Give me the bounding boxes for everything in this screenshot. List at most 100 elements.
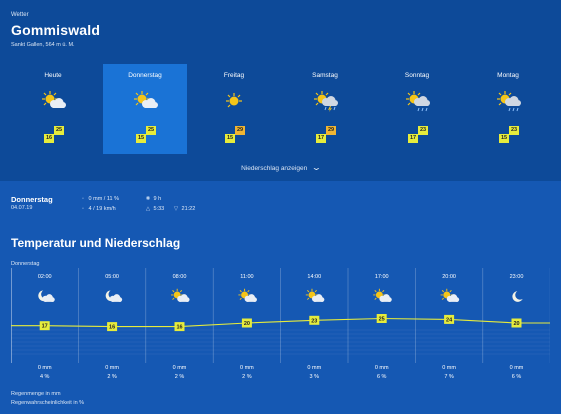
day-max-temp: 23 — [418, 126, 428, 135]
precip-probability-label: 4 % — [40, 374, 50, 380]
temperature-value-label: 25 — [379, 317, 385, 323]
partly-cloudy-icon — [171, 288, 190, 302]
day-name: Montag — [497, 72, 519, 79]
detail-sunrise: △ 5:33 — [144, 206, 164, 212]
detail-wind: ◦ 4 / 19 km/h — [79, 206, 116, 212]
temperature-value-label: 17 — [42, 324, 48, 330]
temperature-value-label: 24 — [446, 317, 453, 323]
time-label: 02:00 — [38, 274, 52, 280]
day-min-temp: 15 — [225, 134, 235, 143]
partly-cloudy-icon — [134, 91, 158, 108]
precip-amount-label: 0 mm — [38, 365, 52, 371]
day-card-freitag[interactable]: Freitag 15 29 — [192, 64, 276, 154]
section-title: Temperatur und Niederschlag — [11, 236, 181, 250]
day-min-temp: 16 — [44, 134, 54, 143]
chevron-down-icon: ⌄ — [311, 163, 322, 172]
temperature-value-label: 16 — [176, 325, 182, 331]
day-weather-icon-wrap — [403, 90, 431, 112]
temperature-point-box — [107, 322, 118, 332]
day-name: Heute — [44, 72, 62, 79]
precip-probability-label: 2 % — [107, 374, 117, 380]
detail-sun-hours: ✺ 9 h — [144, 196, 162, 202]
day-max-temp: 23 — [509, 126, 519, 135]
day-min-temp: 15 — [136, 134, 146, 143]
day-max-temp: 25 — [54, 126, 64, 135]
cloud-rain-icon — [497, 91, 521, 112]
detail-sun-hours-value: 9 h — [153, 196, 162, 202]
temperature-point-box — [309, 315, 320, 325]
precip-probability-label: 6 % — [377, 374, 387, 380]
day-name: Samstag — [312, 72, 338, 79]
temperature-value-label: 23 — [311, 318, 317, 324]
moon-icon — [512, 291, 523, 302]
detail-sunset: ▽ 21:22 — [172, 206, 195, 212]
moon-cloud-icon — [105, 290, 123, 302]
location-subtitle: Sankt Gallen, 564 m ü. M. — [11, 42, 75, 48]
precip-amount-label: 0 mm — [375, 365, 389, 371]
time-label: 11:00 — [240, 274, 253, 280]
detail-sunrise-value: 5:33 — [153, 206, 165, 212]
brand-label: Wetter — [11, 12, 29, 18]
temperature-value-label: 20 — [513, 321, 519, 327]
temperature-chart-svg: 02:00 17 0 mm 4 % 05:00 16 0 mm 2 % 08:00 16 0 mm 2… — [11, 268, 550, 380]
day-card-samstag[interactable]: Samstag 17 29 — [283, 64, 367, 154]
day-max-temp: 29 — [326, 126, 336, 135]
temperature-point-box — [376, 314, 387, 323]
sunny-icon — [226, 93, 242, 108]
precipitation-toggle-button[interactable]: Niederschlag anzeigen ⌄ — [0, 163, 561, 172]
precip-amount-label: 0 mm — [307, 365, 321, 371]
temperature-chart: 02:00 17 0 mm 4 % 05:00 16 0 mm 2 % 08:00 16 0 mm 2… — [11, 268, 550, 386]
detail-wind-value: 4 / 19 km/h — [88, 206, 116, 212]
precip-probability-label: 2 % — [175, 374, 185, 380]
sunset-icon: ▽ — [173, 206, 179, 212]
moon-cloud-icon — [38, 290, 55, 302]
day-max-temp: 25 — [146, 126, 156, 135]
day-weather-icon-wrap — [311, 90, 339, 112]
detail-precip: ◦ 0 mm / 11 % — [79, 196, 119, 202]
day-name: Donnerstag — [128, 72, 162, 79]
precipitation-toggle-label: Niederschlag anzeigen — [241, 165, 308, 172]
day-name: Sonntag — [404, 72, 430, 79]
day-card-montag[interactable]: Montag 15 23 — [466, 64, 550, 154]
precip-probability-label: 2 % — [242, 374, 252, 380]
forecast-header: Wetter Gommiswald Sankt Gallen, 564 m ü.… — [0, 0, 561, 181]
day-name: Freitag — [223, 72, 245, 79]
detail-date: 04.07.19 — [11, 205, 33, 211]
temperature-line — [11, 317, 550, 328]
precip-amount-label: 0 mm — [240, 365, 254, 371]
chart-day-label: Donnerstag — [11, 261, 40, 267]
time-label: 14:00 — [307, 274, 321, 280]
day-card-heute[interactable]: Heute 16 25 — [11, 64, 95, 154]
sun-icon: ✺ — [145, 196, 151, 202]
time-label: 23:00 — [510, 274, 524, 280]
time-label: 08:00 — [173, 274, 187, 280]
temperature-point-box — [39, 321, 50, 331]
day-weather-icon-wrap — [220, 90, 248, 112]
legend-precip-amount: Regenmenge in mm — [11, 391, 61, 397]
day-weather-icon-wrap — [494, 90, 522, 112]
precip-probability-label: 7 % — [444, 374, 454, 380]
partly-cloudy-icon — [238, 288, 257, 302]
temperature-point-box — [241, 318, 252, 328]
rain-drop-icon: ◦ — [82, 196, 84, 202]
detail-sunset-value: 21:22 — [181, 206, 196, 212]
temperature-point-box — [444, 314, 455, 324]
temperature-value-label: 20 — [244, 321, 250, 327]
day-min-temp: 17 — [316, 134, 326, 143]
day-detail: Donnerstag 04.07.19 ◦ 0 mm / 11 % ◦ 4 / … — [0, 181, 561, 225]
sunrise-icon: △ — [145, 206, 151, 212]
day-weather-icon-wrap — [131, 90, 159, 112]
day-weather-icon-wrap — [39, 90, 67, 112]
wind-icon: ◦ — [82, 206, 84, 212]
time-label: 20:00 — [442, 274, 456, 280]
precip-amount-label: 0 mm — [442, 365, 456, 371]
partly-cloudy-icon — [373, 288, 392, 302]
day-card-sonntag[interactable]: Sonntag 17 23 — [375, 64, 459, 154]
temperature-point-box — [511, 318, 522, 328]
partly-cloudy-icon — [305, 288, 325, 302]
cloud-rain-icon — [406, 91, 430, 112]
day-min-temp: 17 — [408, 134, 418, 143]
legend-precip-probability: Regenwahrscheinlichkeit in % — [11, 400, 85, 406]
day-card-donnerstag[interactable]: Donnerstag 15 25 — [103, 64, 187, 154]
time-label: 17:00 — [375, 274, 389, 280]
